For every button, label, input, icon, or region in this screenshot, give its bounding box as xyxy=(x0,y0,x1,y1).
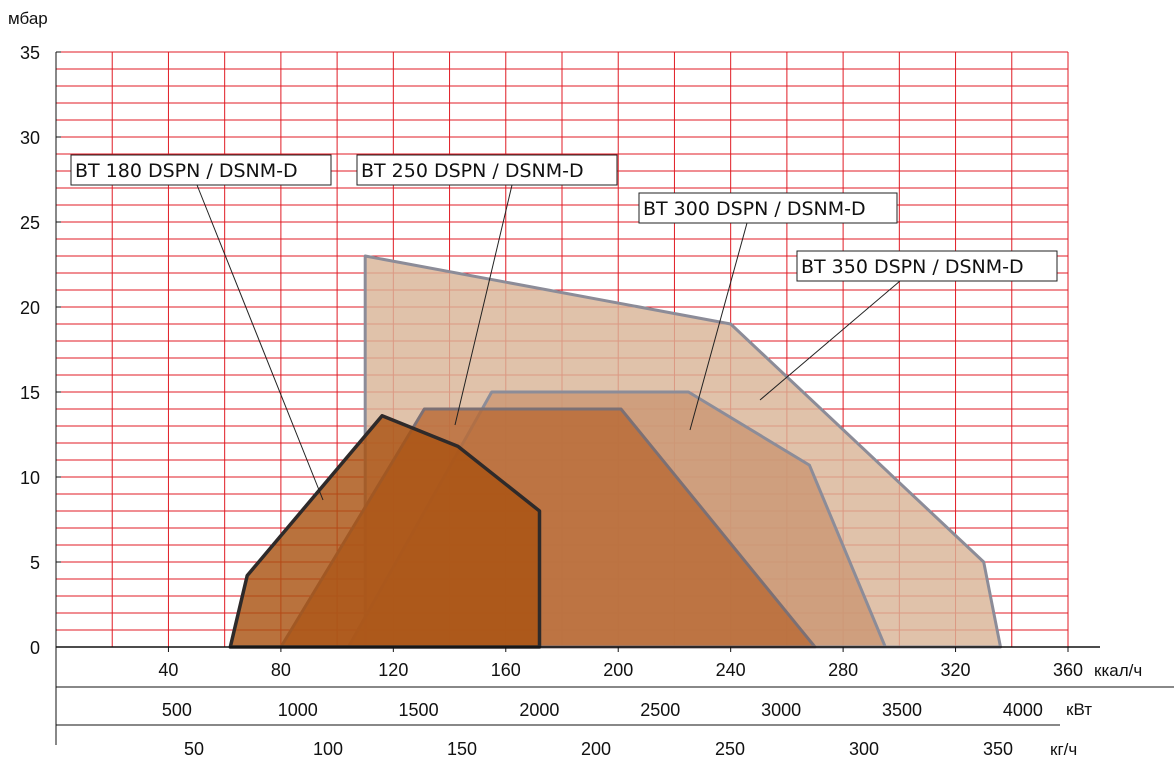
y-tick-label: 30 xyxy=(20,128,40,148)
y-tick-label: 0 xyxy=(30,638,40,658)
x-tick-label-kcal: 80 xyxy=(271,660,291,680)
x-tick-label-kcal: 320 xyxy=(941,660,971,680)
x-tick-label-kw: 500 xyxy=(162,700,192,720)
x-tick-label-kw: 4000 xyxy=(1003,700,1043,720)
x-tick-label-kgh: 100 xyxy=(313,739,343,759)
y-unit-label: мбар xyxy=(8,9,48,28)
x-unit-label-kcal: ккал/ч xyxy=(1094,661,1142,680)
x-tick-label-kw: 1000 xyxy=(278,700,318,720)
callout-box xyxy=(70,154,332,186)
x-tick-label-kw: 1500 xyxy=(399,700,439,720)
x-tick-label-kgh: 150 xyxy=(447,739,477,759)
x-tick-label-kgh: 350 xyxy=(983,739,1013,759)
x-tick-label-kw: 3000 xyxy=(761,700,801,720)
callout-leader-line xyxy=(454,184,513,426)
x-tick-label-kcal: 120 xyxy=(378,660,408,680)
x-tick-label-kw: 2500 xyxy=(640,700,680,720)
y-tick-label: 5 xyxy=(30,553,40,573)
x-unit-label-kgh: кг/ч xyxy=(1050,740,1077,759)
x-tick-label-kw: 3500 xyxy=(882,700,922,720)
callout-label: BT 180 DSPN / DSNM-D xyxy=(75,160,298,182)
y-tick-label: 10 xyxy=(20,468,40,488)
y-tick-label: 15 xyxy=(20,383,40,403)
y-tick-label: 35 xyxy=(20,43,40,63)
x-tick-label-kw: 2000 xyxy=(519,700,559,720)
chart-axes: 0 5 10 15 20 25 30 35 мбар 40 80 120 160 200 240 280 320… xyxy=(8,9,1174,759)
x-tick-label-kgh: 250 xyxy=(715,739,745,759)
y-tick-label: 20 xyxy=(20,298,40,318)
callout-label: BT 250 DSPN / DSNM-D xyxy=(361,160,584,182)
x-tick-label-kgh: 300 xyxy=(849,739,879,759)
x-unit-label-kw: кВт xyxy=(1066,700,1092,719)
x-tick-label-kcal: 160 xyxy=(491,660,521,680)
callout-label: BT 300 DSPN / DSNM-D xyxy=(643,198,866,220)
x-tick-label-kcal: 40 xyxy=(158,660,178,680)
x-tick-label-kcal: 360 xyxy=(1053,660,1083,680)
callout-leader-line xyxy=(196,184,324,501)
chart-areas xyxy=(228,254,1002,649)
callout-leader-line xyxy=(759,280,901,401)
callout-box xyxy=(638,192,898,224)
x-tick-label-kcal: 280 xyxy=(828,660,858,680)
callout-box xyxy=(796,250,1058,282)
x-tick-label-kcal: 240 xyxy=(716,660,746,680)
y-tick-label: 25 xyxy=(20,213,40,233)
callout-leader-line xyxy=(689,222,748,431)
x-tick-label-kgh: 50 xyxy=(184,739,204,759)
x-tick-label-kgh: 200 xyxy=(581,739,611,759)
chart-callouts: BT 180 DSPN / DSNM-D BT 250 DSPN / DSNM-D… xyxy=(70,154,1058,501)
callout-box xyxy=(356,154,618,186)
callout-label: BT 350 DSPN / DSNM-D xyxy=(801,256,1024,278)
x-tick-label-kcal: 200 xyxy=(603,660,633,680)
